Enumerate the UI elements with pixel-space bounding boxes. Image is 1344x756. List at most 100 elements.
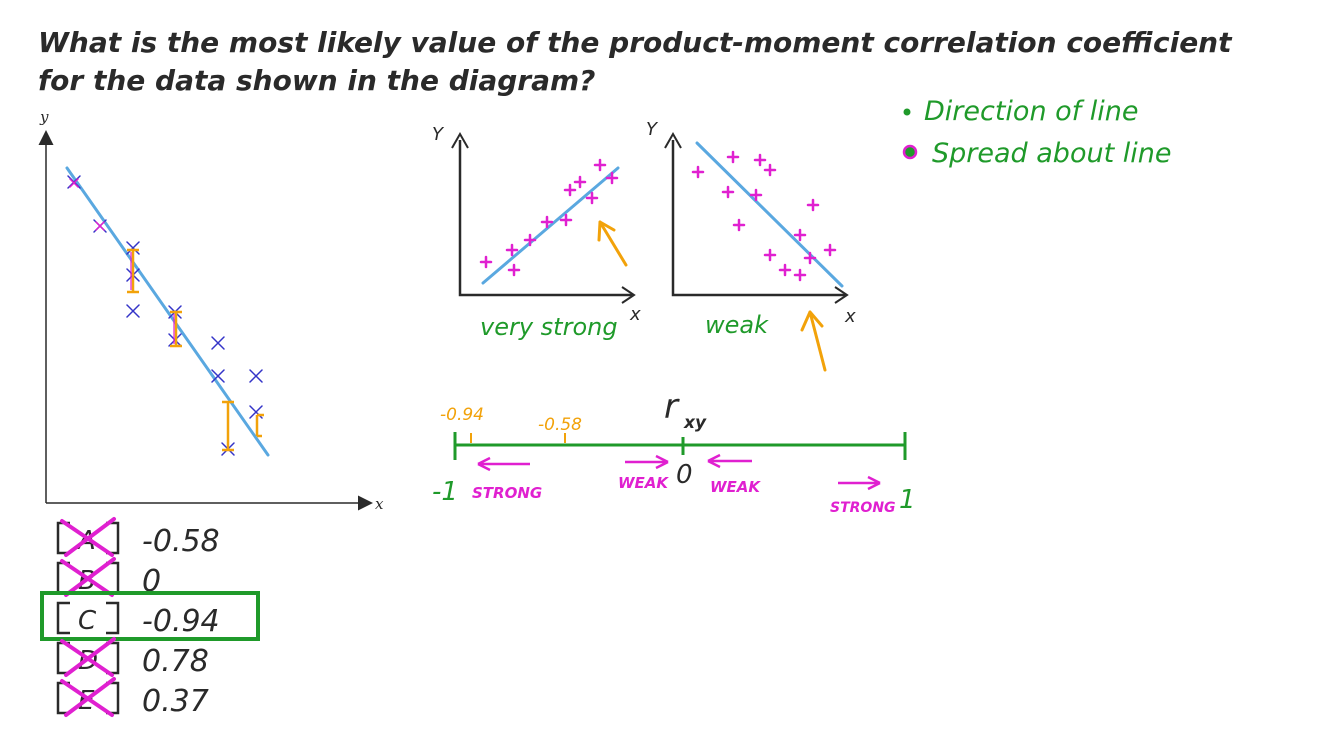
data-point: [605, 171, 619, 185]
mini-right-pointer-arrow: [800, 310, 827, 372]
data-point: [585, 191, 599, 205]
data-point: [559, 213, 573, 227]
correlation-number-line: r xy -0.94 -0.58 -1 0 1 STRONG WEAK WEAK…: [432, 387, 916, 516]
data-point: [726, 150, 740, 164]
mini-left-x-arrow: [621, 286, 636, 304]
mini-plot-weak: Y x weak: [646, 119, 856, 372]
data-point: [69, 178, 79, 188]
mini-left-axes: [458, 140, 632, 297]
data-point: [749, 188, 763, 202]
data-point: [803, 251, 817, 265]
data-point: [540, 215, 554, 229]
data-point: [573, 175, 587, 189]
option-value: 0: [142, 564, 161, 599]
label-minus1: -1: [432, 477, 458, 507]
mini-right-x-arrow: [834, 286, 849, 304]
answer-options: A -0.58B 0 C -0.94D 0.78E 0.37: [40, 517, 260, 719]
label-neg094: -0.94: [440, 405, 484, 425]
residual-marker: [170, 310, 182, 348]
mini-left-x-label: x: [629, 304, 641, 325]
notes: Direction of line Spread about line: [902, 96, 1171, 169]
number-line-title-sub: xy: [683, 413, 707, 433]
data-point: [806, 198, 820, 212]
label-weak-right: WEAK: [710, 478, 761, 496]
data-point: [593, 158, 607, 172]
mini-left-y-label: Y: [432, 124, 445, 145]
data-point: [479, 255, 493, 269]
main-y-axis-label: y: [39, 108, 49, 126]
data-point: [523, 233, 537, 247]
option-c[interactable]: C -0.94: [40, 591, 260, 641]
label-strong-right: STRONG: [830, 500, 896, 516]
data-point: [505, 243, 519, 257]
data-point: [211, 369, 225, 383]
note-direction: Direction of line: [924, 96, 1138, 127]
option-letter: C: [78, 606, 97, 636]
label-strong-left: STRONG: [472, 484, 542, 502]
note-spread: Spread about line: [932, 138, 1171, 169]
option-e[interactable]: E 0.37: [56, 677, 209, 719]
option-value: -0.94: [142, 604, 220, 639]
data-point: [507, 263, 521, 277]
arrow-strong-right: [838, 475, 881, 491]
bullet-dot: [903, 108, 911, 116]
main-x-axis-label: x: [375, 495, 384, 513]
option-value: -0.58: [142, 524, 220, 559]
residual-marker: [127, 248, 139, 294]
arrow-weak-left: [625, 454, 669, 470]
data-point: [763, 248, 777, 262]
option-bracket: [56, 601, 120, 635]
cross-out-mark: [60, 517, 116, 557]
label-weak-left: WEAK: [618, 474, 669, 492]
mini-left-caption: very strong: [480, 313, 618, 341]
arrow-strong-left: [477, 456, 530, 472]
number-line-title: r: [664, 387, 680, 427]
residual-markers: [127, 248, 264, 452]
option-value: 0.37: [142, 684, 209, 719]
data-point: [753, 153, 767, 167]
mini-left-fit-line: [481, 166, 620, 285]
data-point: [793, 268, 807, 282]
cross-out-mark: [60, 677, 116, 717]
cross-out-mark: [60, 557, 116, 597]
data-point: [126, 241, 140, 255]
data-point: [211, 336, 225, 350]
mini-right-caption: weak: [705, 311, 769, 339]
label-plus1: 1: [899, 485, 916, 515]
data-point: [721, 185, 735, 199]
bullet-dot: [902, 144, 918, 160]
residual-marker: [255, 413, 264, 438]
selected-answer-box: [40, 591, 260, 641]
mini-right-x-label: x: [844, 306, 856, 327]
data-point: [793, 228, 807, 242]
data-point: [563, 183, 577, 197]
mini-right-data-points: [691, 150, 837, 282]
cross-out-mark: [60, 637, 116, 677]
option-value: 0.78: [142, 644, 209, 679]
mini-right-axes: [671, 140, 845, 297]
mini-right-fit-line: [695, 141, 844, 288]
main-best-fit-line: [65, 166, 270, 457]
mini-plot-very-strong: Y x very strong: [432, 124, 641, 341]
data-point: [778, 263, 792, 277]
mini-left-pointer-arrow: [597, 220, 628, 267]
data-point: [763, 163, 777, 177]
question-line-1: What is the most likely value of the pro…: [38, 26, 1233, 59]
data-point: [732, 218, 746, 232]
arrow-weak-right: [707, 453, 752, 469]
data-point: [823, 243, 837, 257]
option-a[interactable]: A -0.58: [56, 517, 220, 559]
label-zero: 0: [676, 460, 693, 490]
mini-right-y-label: Y: [646, 119, 659, 140]
main-scatter-plot: y x: [38, 108, 384, 513]
option-d[interactable]: D 0.78: [56, 637, 209, 679]
label-neg058: -0.58: [538, 415, 582, 435]
question-line-2: for the data shown in the diagram?: [38, 64, 595, 97]
mini-left-data-points: [479, 158, 619, 277]
main-data-points: [67, 175, 263, 456]
data-point: [126, 304, 140, 318]
mini-right-y-arrow: [664, 131, 682, 149]
data-point: [691, 165, 705, 179]
